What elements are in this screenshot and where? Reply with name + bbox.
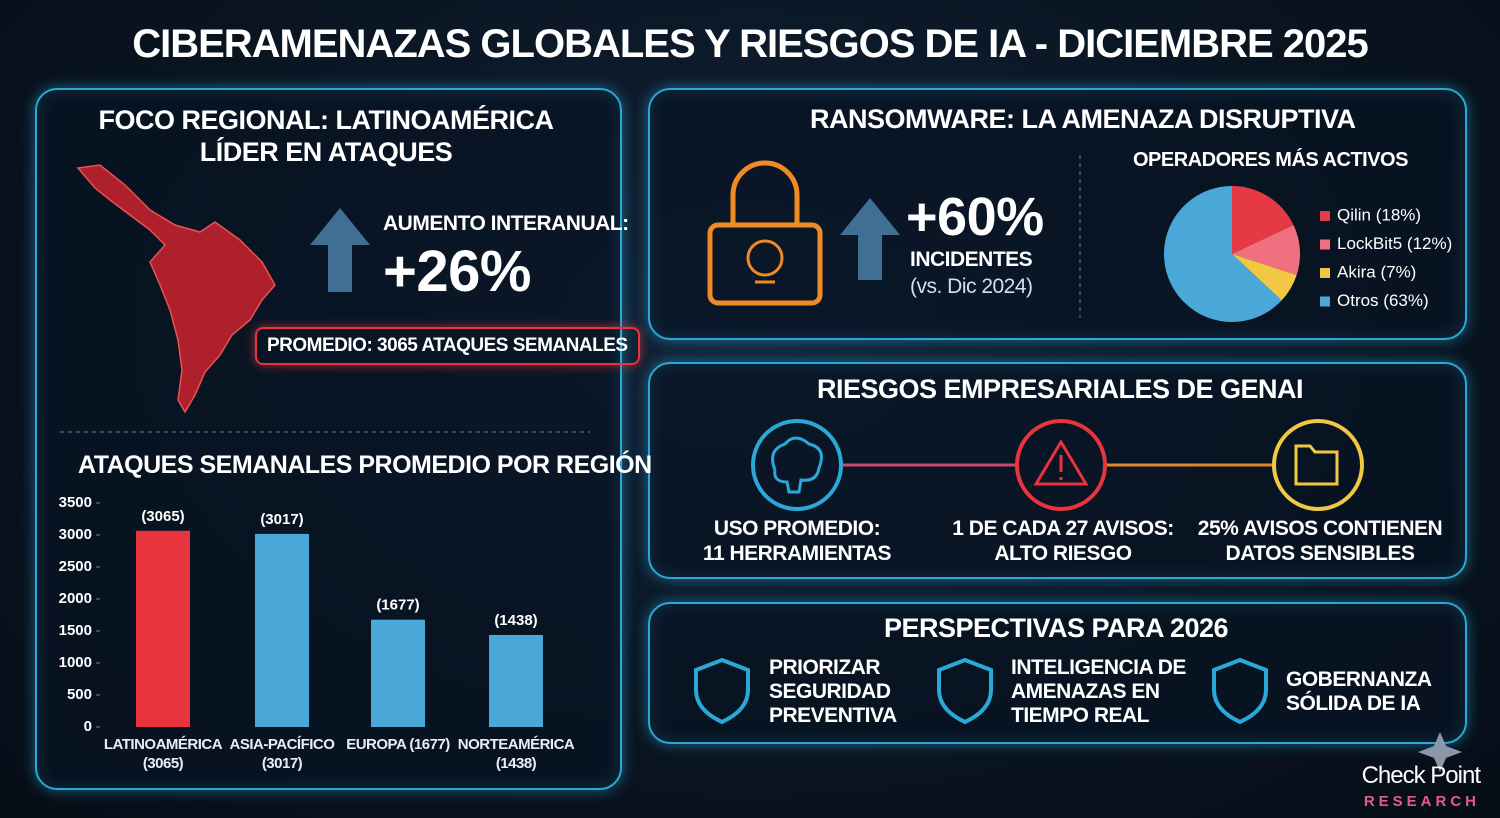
y-tick-label: 3500	[59, 494, 92, 511]
bar	[136, 530, 190, 727]
pie-slice	[1232, 186, 1294, 254]
y-tick-label: 2000	[59, 590, 92, 607]
item-line: DATOS SENSIBLES	[1225, 542, 1415, 565]
genai-item: 1 DE CADA 27 AVISOS: ALTO RIESGO	[952, 516, 1174, 566]
brand-sub: RESEARCH	[1363, 793, 1480, 810]
genai-panel	[648, 362, 1467, 579]
ransomware-panel	[648, 88, 1467, 340]
value-label: (1677)	[376, 597, 419, 614]
lock-icon	[707, 160, 823, 306]
genai-item: USO PROMEDIO: 11 HERRAMIENTAS	[702, 516, 892, 566]
item-line: GOBERNANZA	[1286, 668, 1432, 691]
item-line: 11 HERRAMIENTAS	[702, 542, 892, 565]
average-badge: PROMEDIO: 3065 ATAQUES SEMANALES	[255, 327, 640, 365]
item-line: PREVENTIVA	[769, 704, 897, 727]
folder-icon	[1272, 419, 1364, 511]
outlook-item: GOBERNANZA SÓLIDA DE IA	[1286, 668, 1432, 716]
brain-icon	[751, 419, 843, 511]
panel-title: FOCO REGIONAL: LATINOAMÉRICA LÍDER EN AT…	[99, 104, 554, 168]
genai-item: 25% AVISOS CONTIENEN DATOS SENSIBLES	[1197, 516, 1443, 566]
y-tick-label: 1000	[59, 654, 92, 671]
panel-title: RIESGOS EMPRESARIALES DE GENAI	[816, 374, 1304, 404]
panel-title: RANSOMWARE: LA AMENAZA DISRUPTIVA	[810, 104, 1356, 134]
ransomware-label: INCIDENTES	[910, 248, 1033, 271]
legend-label: Otros (63%)	[1337, 291, 1429, 310]
x-tick-label: LATINOAMÉRICA (3065)	[103, 736, 223, 772]
pie-slice	[1232, 254, 1297, 301]
brand-logo	[1418, 732, 1462, 772]
x-tick-label: EUROPA (1677)	[346, 736, 450, 753]
warning-icon	[1033, 439, 1089, 486]
item-line: ALTO RIESGO	[994, 542, 1132, 565]
pie-slice	[1164, 185, 1282, 322]
brand-name: Check Point	[1361, 762, 1481, 789]
outlook-item: PRIORIZAR SEGURIDAD PREVENTIVA	[769, 656, 897, 728]
panel-title: PERSPECTIVAS PARA 2026	[883, 613, 1229, 643]
legend-swatch	[1320, 211, 1330, 221]
outlook-panel	[648, 602, 1467, 744]
item-line: SEGURIDAD	[769, 680, 891, 703]
page-title: CIBERAMENAZAS GLOBALES Y RIESGOS DE IA -…	[132, 22, 1369, 66]
shield-icon	[694, 657, 1268, 725]
increase-value: +26%	[383, 239, 531, 304]
y-tick-label: 500	[67, 686, 92, 703]
operators-title: OPERADORES MÁS ACTIVOS	[1133, 149, 1408, 171]
item-line: USO PROMEDIO:	[713, 517, 881, 540]
legend-swatch	[1320, 268, 1330, 278]
x-tick-label: NORTEAMÉRICA (1438)	[457, 736, 575, 772]
bar	[255, 533, 309, 727]
legend-label: Qilin (18%)	[1337, 205, 1421, 224]
up-arrow	[840, 198, 900, 280]
bar	[371, 619, 425, 727]
y-tick-label: 3000	[59, 526, 92, 543]
brain-icon	[771, 436, 823, 494]
y-tick-label: 0	[84, 718, 92, 735]
increase-label: AUMENTO INTERANUAL:	[383, 212, 629, 235]
item-line: PRIORIZAR	[769, 656, 880, 679]
ransomware-note: (vs. Dic 2024)	[910, 275, 1033, 298]
y-tick-label: 2500	[59, 558, 92, 575]
x-tick-label: ASIA-PACÍFICO (3017)	[229, 736, 335, 772]
title-line: LÍDER EN ATAQUES	[199, 137, 453, 167]
legend-swatch	[1320, 239, 1330, 250]
item-line: 25% AVISOS CONTIENEN	[1197, 517, 1443, 540]
y-tick-label: 1500	[59, 622, 92, 639]
ransomware-value: +60%	[906, 187, 1044, 247]
value-label: (1438)	[494, 612, 537, 629]
bar	[489, 634, 543, 727]
legend-label: LockBit5 (12%)	[1337, 234, 1452, 253]
folder-icon	[1294, 444, 1339, 486]
item-line: 1 DE CADA 27 AVISOS:	[952, 517, 1174, 540]
item-line: TIEMPO REAL	[1011, 704, 1150, 727]
value-label: (3065)	[141, 508, 184, 525]
warning-icon	[1015, 419, 1107, 511]
value-label: (3017)	[260, 511, 303, 528]
legend-swatch	[1320, 296, 1330, 307]
item-line: AMENAZAS EN	[1011, 680, 1160, 703]
item-line: INTELIGENCIA DE	[1011, 656, 1186, 679]
title-line: FOCO REGIONAL: LATINOAMÉRICA	[98, 105, 554, 135]
chart-title: ATAQUES SEMANALES PROMEDIO POR REGIÓN	[78, 451, 652, 479]
map	[76, 164, 276, 414]
up-arrow	[310, 208, 370, 292]
pie-slice	[1232, 225, 1300, 276]
legend-label: Akira (7%)	[1337, 262, 1416, 281]
outlook-item: INTELIGENCIA DE AMENAZAS EN TIEMPO REAL	[1011, 656, 1186, 728]
item-line: SÓLIDA DE IA	[1286, 692, 1421, 715]
